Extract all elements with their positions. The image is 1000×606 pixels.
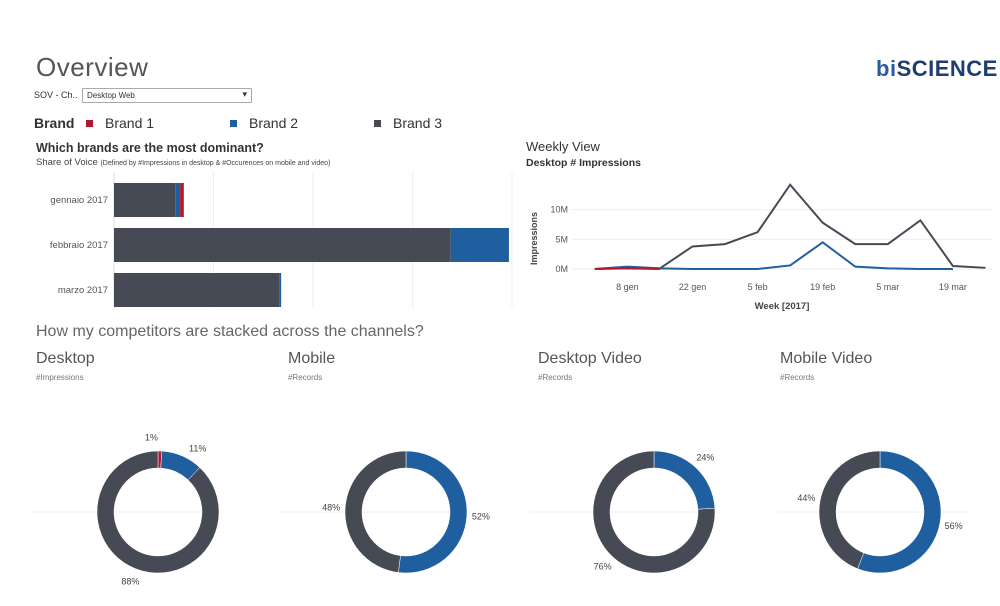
weekly-view-title: Weekly View [526, 139, 600, 154]
sov-chart-title: Which brands are the most dominant? [36, 141, 264, 155]
channel-filter-dropdown[interactable]: Desktop Web ▾ [82, 88, 252, 103]
x-tick-label: 19 mar [939, 282, 967, 292]
legend-swatch [230, 119, 237, 127]
x-axis-label: Week [2017] [755, 301, 810, 312]
series-line [594, 241, 953, 270]
sov-chart-subtitle: Share of Voice (Defined by #Impressions … [36, 157, 331, 168]
channel-subtitle-desktop: #Impressions [36, 373, 84, 382]
x-tick-label: 5 mar [876, 282, 899, 292]
bar-segment [175, 183, 181, 217]
legend-swatch [86, 119, 93, 127]
series-line [594, 267, 660, 270]
channel-title-desktop-video: Desktop Video [538, 350, 642, 367]
slice-label: 76% [594, 562, 612, 572]
channel-donut-charts: 1% 11% 88% 52% 48% 24% 76% 56% 44% [30, 432, 968, 587]
y-axis-label: Impressions [529, 212, 539, 265]
bar-segment [114, 273, 280, 307]
bar-segment [180, 183, 184, 217]
donut-slice [592, 450, 716, 574]
legend-item-brand-1[interactable]: Brand 1 [86, 115, 154, 131]
legend-header: Brand [34, 115, 75, 131]
slice-label: 56% [945, 521, 963, 531]
donut-slice [344, 450, 407, 573]
category-label: febbraio 2017 [50, 240, 108, 251]
weekly-view-subtitle: Desktop # Impressions [526, 157, 641, 169]
channels-section-title: How my competitors are stacked across th… [36, 323, 424, 340]
slice-label: 11% [189, 443, 206, 453]
channel-title-mobile: Mobile [288, 350, 336, 367]
donut-slice [818, 450, 881, 570]
slice-label: 1% [145, 432, 158, 442]
slice-label: 88% [121, 577, 139, 587]
legend-item-brand-2[interactable]: Brand 2 [230, 115, 298, 131]
x-tick-label: 22 gen [679, 282, 707, 292]
channel-subtitle-mobile-video: #Records [780, 373, 815, 382]
y-tick-label: 5M [555, 234, 568, 244]
slice-label: 48% [322, 502, 340, 512]
share-of-voice-bar-chart: gennaio 2017 febbraio 2017 marzo 2017 [50, 172, 513, 308]
slice-label: 44% [797, 493, 815, 503]
x-tick-label: 5 feb [748, 282, 768, 292]
bar-segment [279, 273, 282, 307]
channel-subtitle-mobile: #Records [288, 373, 323, 382]
channel-subtitle-desktop-video: #Records [538, 373, 573, 382]
dropdown-arrow-icon: ▾ [242, 89, 247, 99]
channel-title-desktop: Desktop [36, 350, 95, 367]
y-tick-label: 0M [555, 264, 568, 274]
legend-item-brand-3[interactable]: Brand 3 [374, 115, 442, 131]
weekly-impressions-line-chart: 0M 5M 10M 8 gen 22 gen 5 feb 19 feb 5 mar 19 mar… [529, 183, 992, 312]
bar-segment [114, 228, 451, 262]
series-line [594, 183, 986, 270]
bar-segment [450, 228, 509, 262]
bar-segment [114, 183, 176, 217]
page-title: Overview [36, 52, 149, 82]
channel-title-mobile-video: Mobile Video [780, 350, 873, 367]
category-label: gennaio 2017 [50, 195, 108, 206]
x-tick-label: 19 feb [810, 282, 835, 292]
category-label: marzo 2017 [58, 285, 108, 296]
slice-label: 24% [696, 452, 714, 462]
x-tick-label: 8 gen [616, 282, 639, 292]
donut-slice [96, 450, 220, 574]
legend-swatch [374, 119, 381, 127]
channel-filter-value: Desktop Web [87, 91, 135, 100]
brand-legend: Brand Brand 1 Brand 2 Brand 3 [34, 115, 474, 133]
filter-label: SOV - Ch.. [34, 90, 78, 100]
bi-science-logo: biSCIENCE [876, 56, 998, 81]
y-tick-label: 10M [550, 205, 568, 215]
slice-label: 52% [472, 512, 490, 522]
